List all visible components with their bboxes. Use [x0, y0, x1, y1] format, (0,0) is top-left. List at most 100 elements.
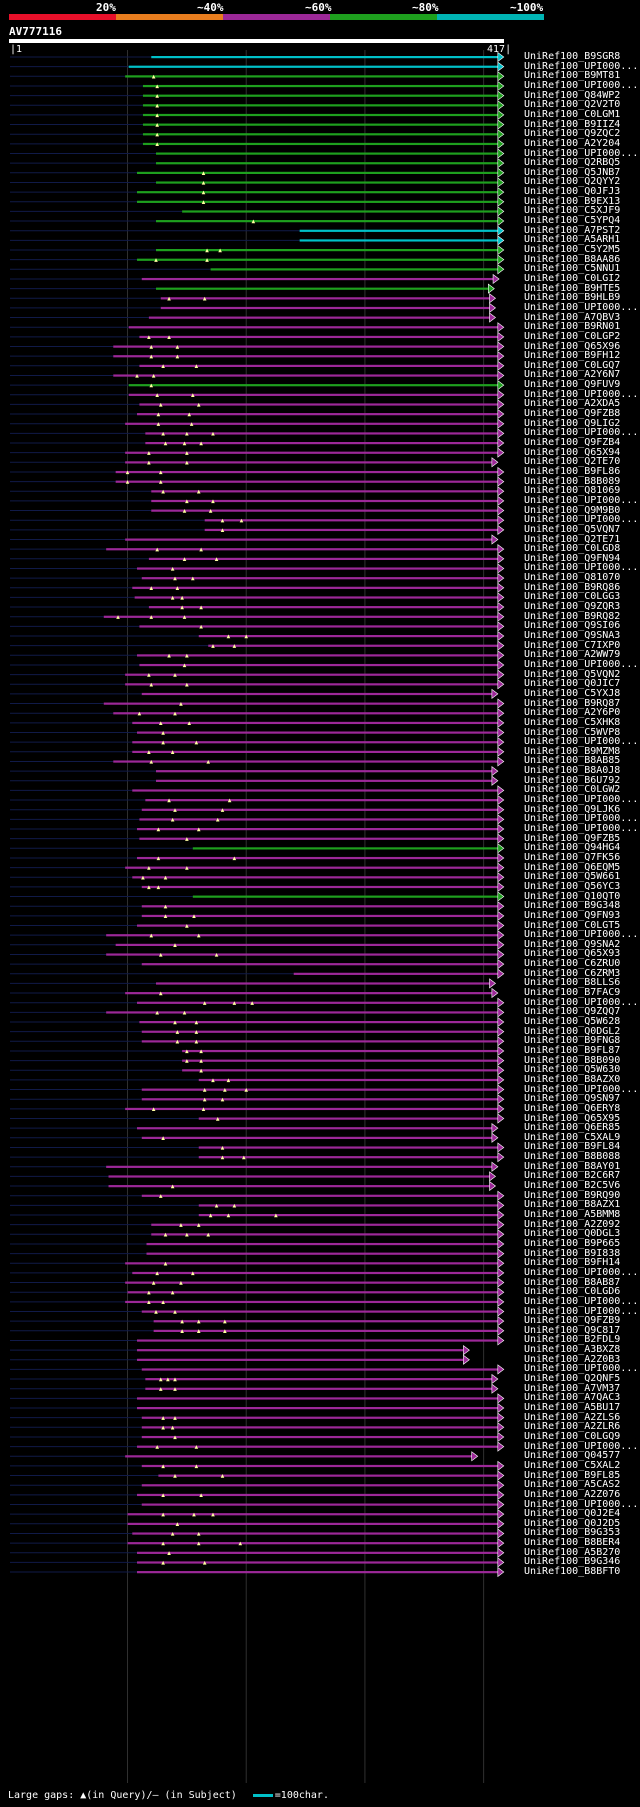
hit-label[interactable]: UniRef100_A2Y204: [524, 137, 621, 149]
hit-label[interactable]: UniRef100_A2Y6P0: [524, 707, 621, 719]
hit-row[interactable]: [10, 949, 505, 960]
hit-row[interactable]: [10, 737, 505, 748]
hit-label[interactable]: UniRef100_UPI000...: [524, 823, 639, 834]
hit-row[interactable]: [10, 1055, 505, 1066]
hit-row[interactable]: [10, 1258, 505, 1269]
hit-label[interactable]: UniRef100_B9FH14: [524, 1257, 621, 1269]
hit-label[interactable]: UniRef100_Q04577: [524, 1450, 621, 1462]
hit-label[interactable]: UniRef100_B9RQ90: [524, 1189, 621, 1201]
hit-label[interactable]: UniRef100_Q2RBQ5: [524, 157, 621, 169]
hit-label[interactable]: UniRef100_Q9SNA2: [524, 938, 621, 950]
hit-label[interactable]: UniRef100_B8AB85: [524, 755, 621, 767]
hit-row[interactable]: [10, 293, 497, 304]
hit-row[interactable]: [10, 1229, 505, 1240]
hit-label[interactable]: UniRef100_A5CAS2: [524, 1479, 621, 1491]
hit-row[interactable]: [10, 1065, 505, 1076]
hit-row[interactable]: [10, 322, 505, 333]
hit-row[interactable]: [10, 129, 505, 140]
hit-row[interactable]: [10, 399, 505, 410]
hit-label[interactable]: UniRef100_B9FL87: [524, 1044, 621, 1056]
hit-row[interactable]: [10, 466, 505, 478]
hit-row[interactable]: [10, 177, 505, 188]
hit-label[interactable]: UniRef100_C0LGD8: [524, 543, 621, 555]
hit-label[interactable]: UniRef100_Q65X94: [524, 446, 621, 458]
hit-row[interactable]: [10, 109, 505, 121]
hit-label[interactable]: UniRef100_Q2QYY2: [524, 176, 621, 188]
hit-row[interactable]: [10, 544, 505, 555]
hit-row[interactable]: [10, 930, 505, 941]
hit-row[interactable]: [10, 225, 505, 236]
hit-label[interactable]: UniRef100_A5ARH1: [524, 234, 621, 246]
hit-label[interactable]: UniRef100_Q2TE71: [524, 533, 621, 545]
hit-label[interactable]: UniRef100_Q9SI06: [524, 620, 621, 632]
hit-label[interactable]: UniRef100_B9P665: [524, 1237, 621, 1249]
hit-row[interactable]: [10, 910, 505, 921]
hit-label[interactable]: UniRef100_UPI000...: [524, 388, 639, 400]
hit-row[interactable]: [10, 958, 505, 970]
hit-label[interactable]: UniRef100_B2FDL9: [524, 1334, 621, 1346]
hit-row[interactable]: [10, 640, 505, 651]
hit-row[interactable]: [10, 698, 505, 709]
hit-row[interactable]: [10, 1335, 505, 1346]
hit-label[interactable]: UniRef100_C0LGI2: [524, 272, 621, 284]
hit-row[interactable]: [10, 167, 505, 178]
hit-row[interactable]: [10, 61, 505, 72]
hit-row[interactable]: [10, 1528, 505, 1539]
hit-row[interactable]: [10, 1151, 505, 1163]
hit-row[interactable]: [10, 997, 505, 1008]
hit-label[interactable]: UniRef100_A7VM37: [524, 1382, 621, 1394]
hit-label[interactable]: UniRef100_Q7FK56: [524, 851, 621, 863]
hit-row[interactable]: [10, 717, 505, 728]
hit-label[interactable]: UniRef100_A7QBV3: [524, 311, 621, 323]
hit-row[interactable]: [10, 437, 505, 449]
hit-row[interactable]: [10, 582, 505, 593]
hit-label[interactable]: UniRef100_UPI000...: [524, 427, 639, 439]
hit-label[interactable]: UniRef100_B9G348: [524, 900, 621, 912]
hit-row[interactable]: [10, 987, 499, 999]
hit-label[interactable]: UniRef100_B8AZX1: [524, 1199, 621, 1211]
hit-row[interactable]: [10, 862, 505, 873]
hit-label[interactable]: UniRef100_Q9FZB8: [524, 408, 621, 420]
hit-row[interactable]: [10, 495, 505, 506]
hit-label[interactable]: UniRef100_Q9ZQR3: [524, 601, 621, 613]
hit-label[interactable]: UniRef100_UPI000...: [524, 494, 639, 506]
hit-label[interactable]: UniRef100_B8A0J8: [524, 765, 621, 777]
hit-row[interactable]: [10, 302, 497, 313]
hit-row[interactable]: [10, 1209, 505, 1221]
hit-label[interactable]: UniRef100_B9RQ86: [524, 581, 621, 593]
hit-row[interactable]: [10, 1412, 505, 1423]
hit-label[interactable]: UniRef100_Q9FUV9: [524, 379, 621, 391]
hit-label[interactable]: UniRef100_B6U792: [524, 774, 621, 786]
hit-row[interactable]: [10, 1325, 505, 1336]
hit-label[interactable]: UniRef100_Q9ZQQ7: [524, 1006, 621, 1018]
hit-row[interactable]: [10, 1518, 505, 1529]
hit-row[interactable]: [10, 1016, 505, 1028]
hit-row[interactable]: [10, 119, 505, 130]
hit-label[interactable]: UniRef100_UPI000...: [524, 1295, 639, 1307]
hit-row[interactable]: [10, 1354, 470, 1365]
hit-row[interactable]: [10, 1113, 505, 1124]
hit-label[interactable]: UniRef100_B9EX13: [524, 195, 621, 207]
hit-row[interactable]: [10, 1373, 499, 1385]
hit-row[interactable]: [10, 158, 505, 169]
hit-label[interactable]: UniRef100_B9HTE5: [524, 282, 621, 294]
hit-label[interactable]: UniRef100_UPI000...: [524, 794, 639, 806]
hit-row[interactable]: [10, 1161, 499, 1172]
hit-row[interactable]: [10, 1190, 505, 1201]
hit-label[interactable]: UniRef100_Q9LIG2: [524, 417, 621, 429]
hit-row[interactable]: [10, 1489, 505, 1500]
hit-label[interactable]: UniRef100_UPI000...: [524, 1266, 639, 1278]
hit-row[interactable]: [10, 1316, 505, 1327]
hit-label[interactable]: UniRef100_C5WVP8: [524, 726, 621, 738]
hit-row[interactable]: [10, 1171, 497, 1182]
hit-row[interactable]: [10, 1074, 505, 1086]
hit-label[interactable]: UniRef100_C5XAL9: [524, 1131, 621, 1143]
hit-row[interactable]: [10, 312, 497, 323]
hit-row[interactable]: [10, 833, 505, 844]
hit-row[interactable]: [10, 331, 505, 342]
hit-row[interactable]: [10, 1132, 499, 1143]
hit-row[interactable]: [10, 1045, 505, 1057]
hit-row[interactable]: [10, 389, 505, 400]
hit-label[interactable]: UniRef100_B9IIZ4: [524, 118, 621, 130]
hit-row[interactable]: [10, 1537, 505, 1549]
